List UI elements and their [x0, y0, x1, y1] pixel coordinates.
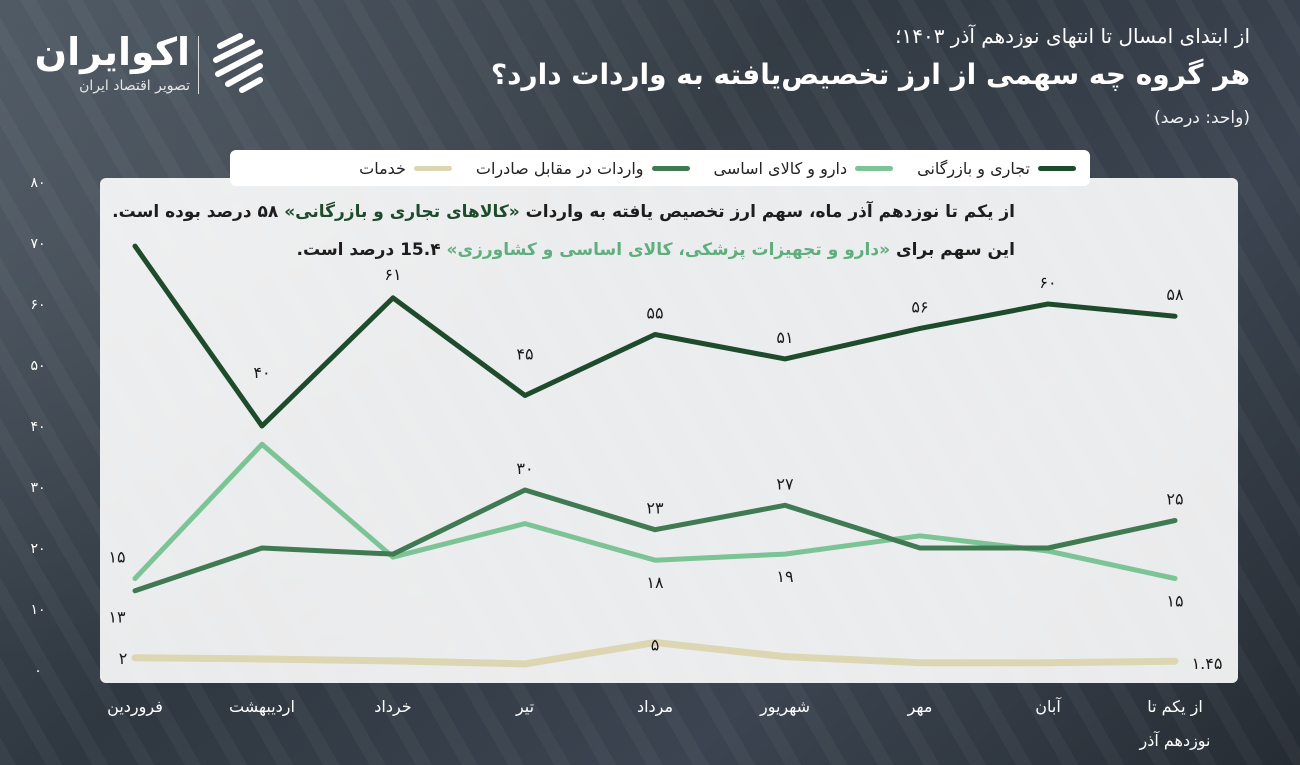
- brand-name: اکوایران: [34, 30, 190, 74]
- x-tick-label: مرداد: [637, 697, 673, 717]
- chart-title: هر گروه چه سهمی از ارز تخصیص‌یافته به وا…: [490, 58, 1250, 91]
- x-tick-label: شهریور: [759, 697, 810, 717]
- data-label: ۵۸: [1166, 285, 1184, 304]
- data-label: ۲۵: [1166, 490, 1183, 509]
- annotation-2-post: 15.۴ درصد است.: [296, 240, 441, 260]
- annotation-2-pre: این سهم برای: [896, 240, 1015, 260]
- y-tick-label: ۸۰: [30, 175, 45, 191]
- data-label: ۱.۴۵: [1192, 654, 1223, 673]
- data-label: ۶۰: [1039, 273, 1056, 292]
- data-label: ۲: [119, 649, 128, 668]
- annotation-1-highlight: «کالاهای تجاری و بازرگانی»: [284, 202, 520, 222]
- legend-item-trade[interactable]: تجاری و بازرگانی: [917, 159, 1076, 178]
- brand-tagline: تصویر اقتصاد ایران: [79, 78, 190, 94]
- legend-label-services: خدمات: [359, 158, 406, 178]
- x-tick-label: خرداد: [374, 697, 411, 717]
- annotation-line-2: این سهم برای «دارو و تجهیزات پزشکی، کالا…: [297, 240, 1016, 260]
- legend-label-medicine: دارو و کالای اساسی: [713, 158, 848, 178]
- data-label: ۵۶: [911, 297, 928, 316]
- data-label: ۱۳: [108, 608, 126, 627]
- y-tick-label: ۱۰: [30, 602, 45, 618]
- y-tick-label: ۶۰: [30, 297, 45, 313]
- chart-unit: (واحد: درصد): [1154, 108, 1250, 128]
- chart-subtitle: از ابتدای امسال تا انتهای نوزدهم آذر ۱۴۰…: [895, 24, 1250, 48]
- x-tick-label: آبان: [1035, 697, 1062, 716]
- data-label: ۵: [651, 636, 660, 655]
- y-tick-label: ۳۰: [30, 480, 45, 496]
- y-tick-label: ۷۰: [30, 236, 45, 252]
- x-tick-label: مهر: [907, 697, 933, 717]
- logo-divider: [198, 36, 199, 94]
- data-label: ۵۱: [776, 328, 793, 347]
- data-label: ۱۵: [1166, 592, 1183, 611]
- annotation-1-post: ۵۸ درصد بوده است.: [112, 202, 279, 222]
- data-label: ۳۰: [516, 459, 533, 478]
- data-label: ۲۳: [646, 499, 664, 518]
- annotation-1-pre: از یکم تا نوزدهم آذر ماه، سهم ارز تخصیص …: [525, 202, 1015, 222]
- x-tick-label: از یکم تا نوزدهم آذر: [1138, 697, 1210, 751]
- legend-swatch-trade: [1038, 165, 1076, 171]
- annotation-2-highlight: «دارو و تجهیزات پزشکی، کالای اساسی و کشا…: [446, 240, 891, 260]
- x-tick-label: اردیبهشت: [229, 697, 295, 717]
- data-label: ۶۱: [384, 265, 401, 284]
- legend-item-medicine[interactable]: دارو و کالای اساسی: [714, 159, 894, 178]
- y-tick-label: ۵۰: [30, 358, 45, 374]
- legend-item-services[interactable]: خدمات: [359, 159, 452, 178]
- data-label: ۴۵: [516, 345, 533, 364]
- y-tick-label: ۰: [34, 663, 42, 679]
- brand-logo[interactable]: اکوایران تصویر اقتصاد ایران: [22, 28, 263, 100]
- data-label: ۱۵: [108, 548, 125, 567]
- data-label: ۱۹: [776, 567, 793, 586]
- chart-legend: تجاری و بازرگانی دارو و کالای اساسی وارد…: [230, 150, 1090, 186]
- legend-label-trade: تجاری و بازرگانی: [917, 158, 1030, 178]
- data-label: ۵۵: [646, 304, 663, 323]
- legend-label-import-export: واردات در مقابل صادرات: [475, 158, 644, 178]
- annotation-line-1: از یکم تا نوزدهم آذر ماه، سهم ارز تخصیص …: [112, 202, 1015, 222]
- data-label: ۲۷: [776, 474, 794, 493]
- data-label: ۴۰: [253, 363, 270, 382]
- x-tick-label: فروردین: [107, 697, 163, 717]
- data-label: ۱۸: [646, 573, 664, 592]
- legend-swatch-medicine: [855, 165, 894, 171]
- y-tick-label: ۴۰: [30, 419, 45, 435]
- brand-mark-icon: [213, 33, 263, 93]
- legend-item-import-export[interactable]: واردات در مقابل صادرات: [476, 159, 690, 178]
- x-tick-label: تیر: [515, 697, 534, 717]
- legend-swatch-services: [413, 165, 452, 171]
- chart-panel: [100, 178, 1238, 683]
- legend-swatch-import-export: [651, 165, 690, 171]
- header: اکوایران تصویر اقتصاد ایران از ابتدای ام…: [0, 0, 1300, 140]
- y-tick-label: ۲۰: [30, 541, 45, 557]
- series-line: [132, 243, 1178, 429]
